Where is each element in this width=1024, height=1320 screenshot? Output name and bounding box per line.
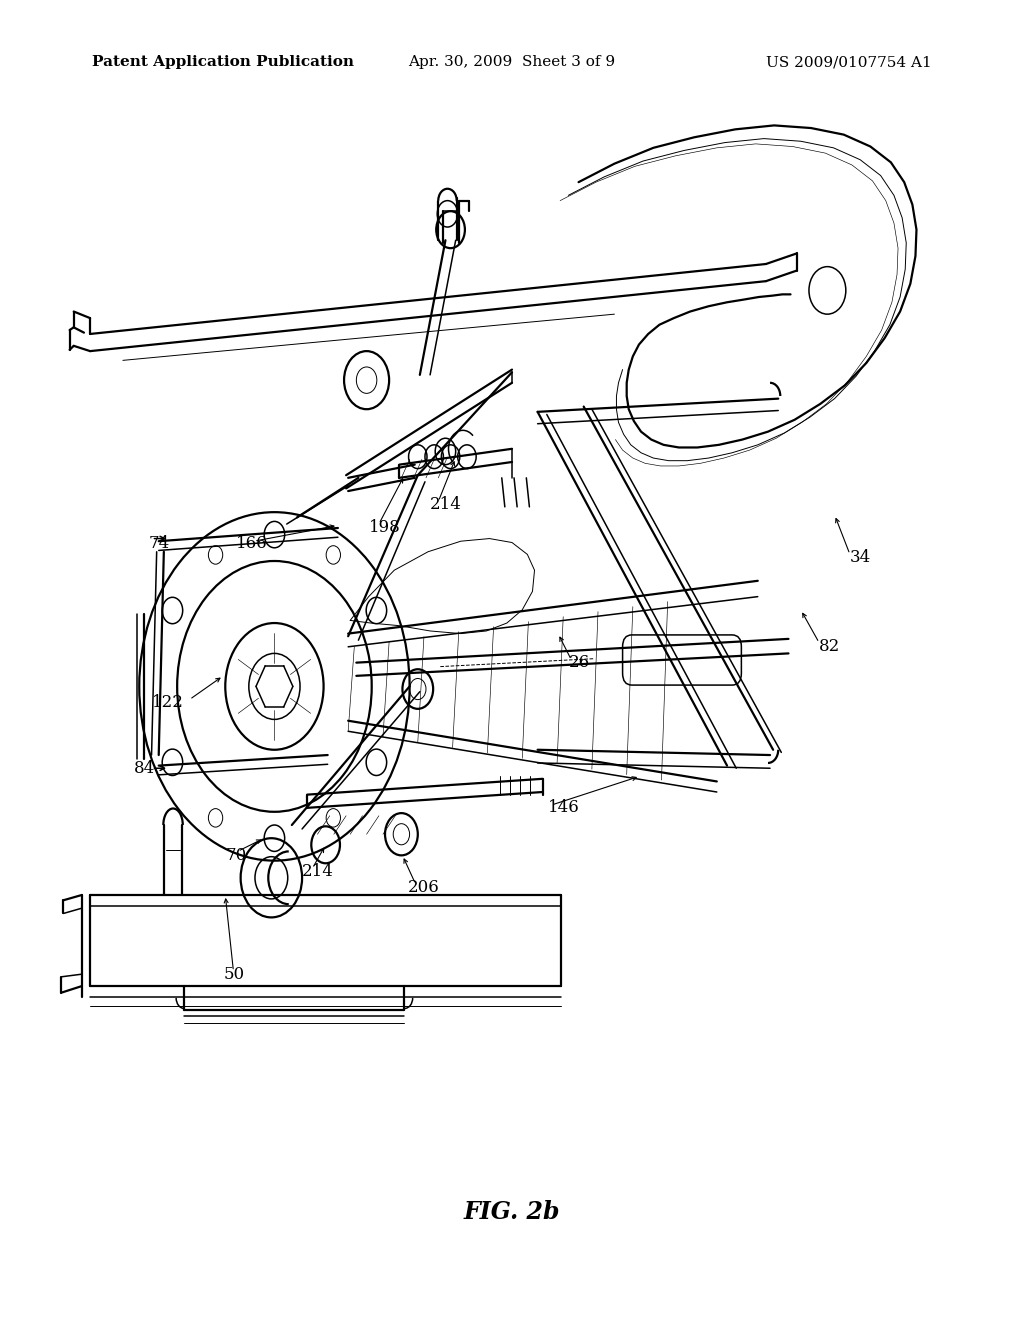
- Text: 82: 82: [819, 639, 841, 655]
- Text: 70: 70: [225, 847, 247, 863]
- Text: 146: 146: [548, 800, 580, 816]
- Text: 122: 122: [152, 694, 183, 710]
- Text: Apr. 30, 2009  Sheet 3 of 9: Apr. 30, 2009 Sheet 3 of 9: [409, 55, 615, 69]
- Text: 166: 166: [236, 536, 267, 552]
- Text: 206: 206: [408, 879, 439, 895]
- Text: 74: 74: [148, 536, 170, 552]
- Text: US 2009/0107754 A1: US 2009/0107754 A1: [766, 55, 932, 69]
- Text: 50: 50: [223, 966, 245, 982]
- Text: 26: 26: [568, 655, 590, 671]
- Text: Patent Application Publication: Patent Application Publication: [92, 55, 354, 69]
- Text: 84: 84: [134, 760, 156, 776]
- Text: FIG. 2b: FIG. 2b: [464, 1200, 560, 1224]
- Text: 214: 214: [430, 496, 462, 512]
- Text: 34: 34: [850, 549, 871, 565]
- Text: 214: 214: [302, 863, 334, 879]
- Text: 198: 198: [369, 520, 400, 536]
